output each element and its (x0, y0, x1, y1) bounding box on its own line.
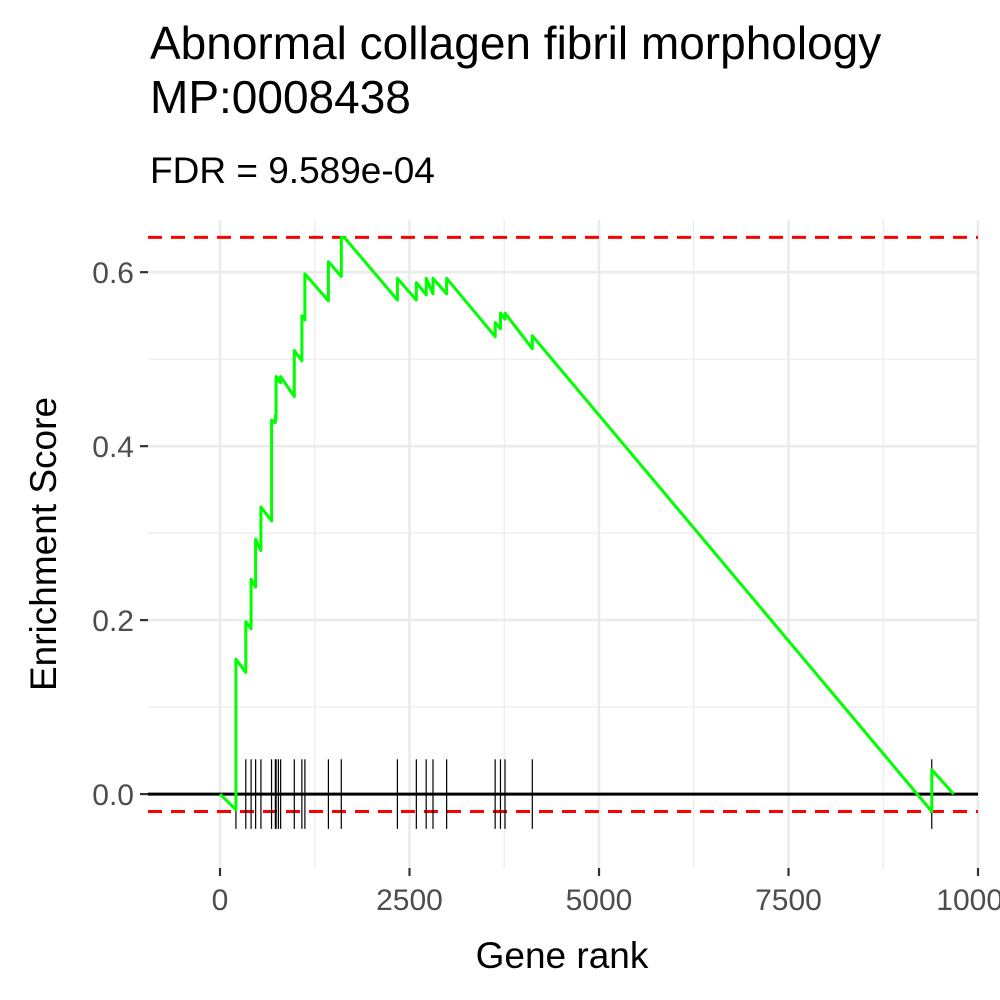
x-tick-label: 5000 (566, 884, 633, 917)
y-tick-label: 0.6 (92, 257, 134, 290)
x-tick-label: 0 (212, 884, 229, 917)
gene-hit-ticks (235, 759, 933, 829)
enrichment-curve-layer (218, 235, 955, 813)
y-tick-label: 0.0 (92, 779, 134, 812)
grid (148, 220, 980, 868)
chart-title: Abnormal collagen fibril morphology MP:0… (150, 17, 882, 123)
enrichment-curve (218, 235, 955, 813)
chart-subtitle: FDR = 9.589e-04 (150, 150, 435, 191)
x-tick-label: 2500 (376, 884, 443, 917)
y-tick-label: 0.2 (92, 605, 134, 638)
y-axis-title: Enrichment Score (23, 397, 64, 691)
reference-lines (148, 235, 978, 813)
x-axis-title: Gene rank (476, 935, 649, 976)
y-tick-label: 0.4 (92, 431, 134, 464)
x-tick-label: 7500 (755, 884, 822, 917)
